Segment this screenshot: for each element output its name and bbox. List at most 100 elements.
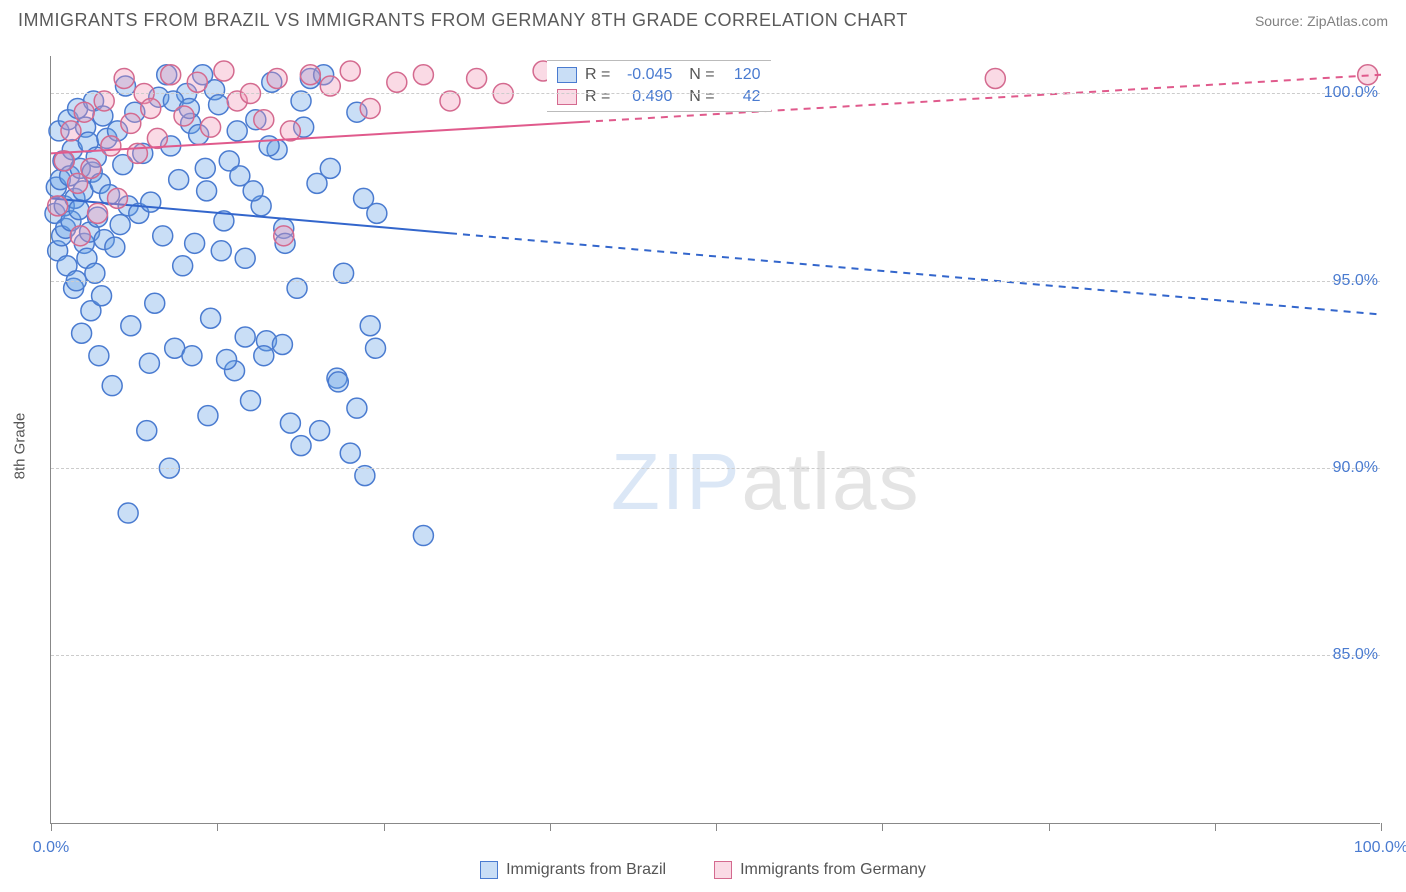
- data-point: [92, 286, 112, 306]
- legend-r-value: 0.490: [618, 86, 672, 108]
- data-point: [366, 338, 386, 358]
- data-point: [110, 215, 130, 235]
- scatter-svg: [51, 56, 1380, 823]
- data-point: [141, 98, 161, 118]
- series-legend: Immigrants from Brazil Immigrants from Ge…: [0, 861, 1406, 884]
- data-point: [169, 170, 189, 190]
- x-tick-label: 0.0%: [33, 839, 69, 857]
- data-point: [274, 226, 294, 246]
- data-point: [209, 95, 229, 115]
- data-point: [137, 421, 157, 441]
- legend-row: R =0.490 N =42: [557, 86, 761, 108]
- x-tick: [1049, 823, 1050, 831]
- data-point: [182, 346, 202, 366]
- data-point: [81, 158, 101, 178]
- data-point: [74, 102, 94, 122]
- gridline: [51, 655, 1380, 656]
- data-point: [105, 237, 125, 257]
- data-point: [413, 65, 433, 85]
- data-point: [201, 117, 221, 137]
- data-point: [467, 68, 487, 88]
- data-point: [198, 406, 218, 426]
- data-point: [367, 203, 387, 223]
- data-point: [254, 346, 274, 366]
- y-tick-label: 100.0%: [1324, 84, 1382, 102]
- data-point: [70, 226, 90, 246]
- data-point: [174, 106, 194, 126]
- data-point: [272, 334, 292, 354]
- data-point: [227, 121, 247, 141]
- legend-swatch: [714, 861, 732, 879]
- data-point: [310, 421, 330, 441]
- data-point: [241, 391, 261, 411]
- data-point: [347, 398, 367, 418]
- data-point: [61, 121, 81, 141]
- x-tick: [716, 823, 717, 831]
- data-point: [114, 68, 134, 88]
- data-point: [161, 65, 181, 85]
- legend-r-value: -0.045: [618, 64, 672, 86]
- x-tick: [384, 823, 385, 831]
- data-point: [121, 113, 141, 133]
- data-point: [211, 241, 231, 261]
- data-point: [141, 192, 161, 212]
- y-axis-label: 8th Grade: [12, 413, 29, 480]
- series-legend-item: Immigrants from Germany: [714, 861, 926, 879]
- data-point: [139, 353, 159, 373]
- data-point: [197, 181, 217, 201]
- data-point: [235, 327, 255, 347]
- gridline: [51, 93, 1380, 94]
- legend-swatch: [557, 89, 577, 105]
- legend-n-value: 42: [723, 86, 761, 108]
- data-point: [102, 376, 122, 396]
- data-point: [88, 203, 108, 223]
- data-point: [72, 323, 92, 343]
- data-point: [259, 136, 279, 156]
- legend-row: R = -0.045 N = 120: [557, 64, 761, 86]
- x-tick-label: 100.0%: [1354, 839, 1406, 857]
- legend-n-label: N =: [680, 64, 714, 86]
- y-tick-label: 95.0%: [1333, 272, 1382, 290]
- data-point: [145, 293, 165, 313]
- series-name: Immigrants from Germany: [740, 861, 926, 879]
- data-point: [243, 181, 263, 201]
- x-tick: [217, 823, 218, 831]
- x-tick: [51, 823, 52, 831]
- chart-title: IMMIGRANTS FROM BRAZIL VS IMMIGRANTS FRO…: [18, 10, 908, 31]
- x-tick: [1381, 823, 1382, 831]
- data-point: [217, 349, 237, 369]
- data-point: [195, 158, 215, 178]
- x-tick: [882, 823, 883, 831]
- data-point: [360, 98, 380, 118]
- data-point: [214, 61, 234, 81]
- data-point: [69, 200, 89, 220]
- y-tick-label: 85.0%: [1333, 646, 1382, 664]
- legend-n-value: 120: [723, 64, 761, 86]
- x-tick: [1215, 823, 1216, 831]
- data-point: [48, 196, 68, 216]
- gridline: [51, 281, 1380, 282]
- legend-r-label: R =: [585, 64, 610, 86]
- data-point: [101, 136, 121, 156]
- y-tick-label: 90.0%: [1333, 459, 1382, 477]
- data-point: [187, 72, 207, 92]
- data-point: [235, 248, 255, 268]
- data-point: [340, 61, 360, 81]
- series-legend-item: Immigrants from Brazil: [480, 861, 666, 879]
- data-point: [254, 110, 274, 130]
- chart-plot-area: ZIPatlas R =-0.045 N =120R =0.490 N =42 …: [50, 56, 1380, 824]
- data-point: [387, 72, 407, 92]
- gridline: [51, 468, 1380, 469]
- data-point: [173, 256, 193, 276]
- legend-n-label: N =: [680, 86, 714, 108]
- correlation-legend: R = -0.045 N = 120R = 0.490 N = 42: [547, 60, 771, 112]
- data-point: [153, 226, 173, 246]
- data-point: [147, 128, 167, 148]
- data-point: [360, 316, 380, 336]
- data-point: [300, 65, 320, 85]
- data-point: [185, 233, 205, 253]
- data-point: [291, 436, 311, 456]
- legend-swatch: [480, 861, 498, 879]
- data-point: [985, 68, 1005, 88]
- data-point: [108, 188, 128, 208]
